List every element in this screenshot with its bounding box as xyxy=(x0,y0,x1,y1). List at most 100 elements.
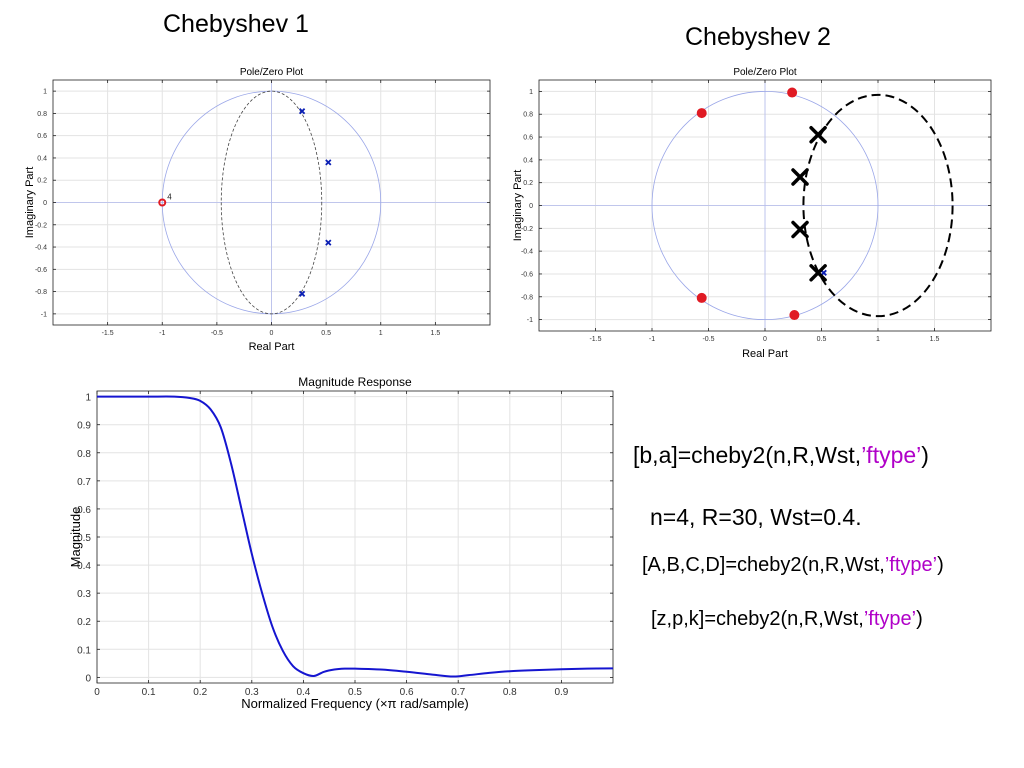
y-tick-label: -0.6 xyxy=(35,267,47,274)
x-tick-label: 1 xyxy=(379,330,383,337)
x-tick-label: 0.8 xyxy=(503,687,517,698)
y-tick-label: 0.4 xyxy=(523,157,533,164)
x-tick-label: -1 xyxy=(159,330,165,337)
y-tick-label: -0.4 xyxy=(35,245,47,252)
y-tick-label: 0.8 xyxy=(37,111,47,118)
pole-stroke xyxy=(298,108,306,115)
y-tick-label: -0.4 xyxy=(521,249,533,256)
pole-marker xyxy=(325,239,332,246)
x-tick-label: 1 xyxy=(876,336,880,343)
y-axis-label: Imaginary Part xyxy=(512,170,524,242)
y-tick-label: -0.2 xyxy=(521,226,533,233)
y-tick-label: -0.8 xyxy=(35,289,47,296)
x-tick-label: 0.4 xyxy=(296,687,310,698)
y-tick-label: 0 xyxy=(85,673,91,684)
annotated-pole-stroke xyxy=(809,126,827,144)
x-tick-label: 0.5 xyxy=(817,336,827,343)
y-tick-label: 0.8 xyxy=(523,112,533,119)
zero-marker xyxy=(696,108,707,119)
cheby2-zpk-syntax: [z,p,k]=cheby2(n,R,Wst,’ftype’) xyxy=(651,608,923,630)
x-axis-label: Real Part xyxy=(249,341,295,353)
magnitude-response-line xyxy=(97,395,614,678)
x-tick-label: 0.7 xyxy=(451,687,465,698)
dashed-ellipse xyxy=(220,90,323,315)
x-tick-label: -1.5 xyxy=(589,336,601,343)
x-tick-label: -0.5 xyxy=(702,336,714,343)
x-tick-label: 0 xyxy=(94,687,100,698)
pole-stroke xyxy=(325,159,332,166)
y-tick-label: -0.2 xyxy=(35,222,47,229)
y-tick-label: 0.9 xyxy=(77,421,91,432)
annotated-pole-stroke xyxy=(791,220,809,239)
y-tick-label: -0.6 xyxy=(521,271,533,278)
y-tick-label: 0.4 xyxy=(37,155,47,162)
y-tick-label: 0 xyxy=(529,203,533,210)
y-tick-label: 0.8 xyxy=(77,449,91,460)
y-tick-label: 0.7 xyxy=(77,477,91,488)
filter-parameters-text: n=4, R=30, Wst=0.4. xyxy=(650,504,862,530)
annotated-pole-marker xyxy=(791,168,809,186)
y-axis-label: Magnitude xyxy=(68,507,83,568)
x-tick-label: 0.3 xyxy=(245,687,259,698)
y-tick-label: -1 xyxy=(41,311,47,318)
x-tick-label: 0.2 xyxy=(193,687,207,698)
x-tick-label: 0.1 xyxy=(142,687,156,698)
annotated-pole-marker xyxy=(791,220,809,239)
chebyshev-1-heading: Chebyshev 1 xyxy=(163,10,309,38)
y-tick-label: -0.8 xyxy=(521,294,533,301)
y-tick-label: 0.2 xyxy=(523,180,533,187)
x-tick-label: -1 xyxy=(649,336,655,343)
x-tick-label: 0 xyxy=(270,330,274,337)
x-axis-label: Normalized Frequency (×π rad/sample) xyxy=(241,696,469,711)
pole-marker xyxy=(298,290,306,297)
y-axis-label: Imaginary Part xyxy=(24,167,36,239)
x-tick-label: 0.9 xyxy=(554,687,568,698)
y-tick-label: 0.6 xyxy=(523,135,533,142)
chart-title: Pole/Zero Plot xyxy=(733,67,797,78)
y-tick-label: 0.5 xyxy=(77,533,91,544)
annotated-pole-stroke xyxy=(791,168,809,186)
cheby2-ba-syntax: [b,a]=cheby2(n,R,Wst,’ftype’) xyxy=(633,442,929,468)
x-tick-label: -0.5 xyxy=(211,330,223,337)
x-axis-label: Real Part xyxy=(742,348,788,360)
y-tick-label: 0.6 xyxy=(37,133,47,140)
y-tick-label: 0.2 xyxy=(37,178,47,185)
y-tick-label: 0 xyxy=(43,200,47,207)
pole-stroke xyxy=(325,239,332,246)
x-tick-label: 1.5 xyxy=(930,336,940,343)
x-tick-label: 0.5 xyxy=(321,330,331,337)
y-tick-label: 1 xyxy=(85,393,91,404)
y-tick-label: -1 xyxy=(527,317,533,324)
annotated-pole-marker xyxy=(809,264,827,282)
annotated-pole-marker xyxy=(809,126,827,144)
x-tick-label: 1.5 xyxy=(431,330,441,337)
annotated-pole-stroke xyxy=(809,264,827,282)
y-tick-label: 0.1 xyxy=(77,645,91,656)
x-tick-label: 0.5 xyxy=(348,687,362,698)
pole-marker xyxy=(298,108,306,115)
y-tick-label: 1 xyxy=(43,89,47,96)
cheby2-state-space-syntax: [A,B,C,D]=cheby2(n,R,Wst,’ftype’) xyxy=(642,554,944,576)
pole-marker xyxy=(325,159,332,166)
chebyshev-2-heading: Chebyshev 2 xyxy=(685,23,831,51)
zero-marker xyxy=(789,310,800,321)
zero-marker xyxy=(787,87,798,98)
y-tick-label: 0.2 xyxy=(77,617,91,628)
x-tick-label: -1.5 xyxy=(102,330,114,337)
chart-title: Magnitude Response xyxy=(298,375,412,389)
unit-circle xyxy=(651,91,879,320)
zero-marker xyxy=(158,198,167,207)
x-tick-label: 0 xyxy=(763,336,767,343)
zero-multiplicity-label: 4 xyxy=(167,193,172,202)
y-tick-label: 1 xyxy=(529,89,533,96)
y-tick-label: 0.4 xyxy=(77,561,91,572)
zero-marker xyxy=(696,292,707,303)
chart-title: Pole/Zero Plot xyxy=(240,67,304,78)
y-tick-label: 0.6 xyxy=(77,505,91,516)
pole-stroke xyxy=(298,290,306,297)
dashed-ellipse xyxy=(802,93,954,318)
x-tick-label: 0.6 xyxy=(400,687,414,698)
